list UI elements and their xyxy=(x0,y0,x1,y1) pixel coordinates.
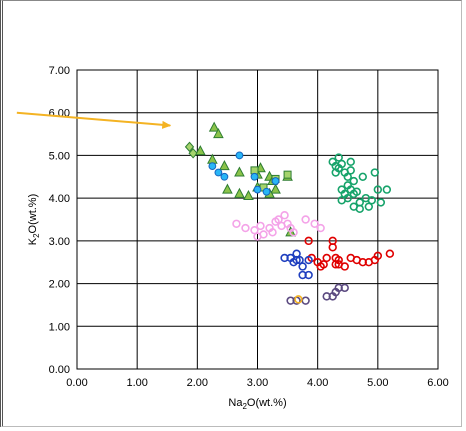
data-point-circle xyxy=(334,260,343,269)
x-tick-label: 4.00 xyxy=(307,377,328,389)
y-tick-label: 6.00 xyxy=(49,108,70,120)
data-point-circle xyxy=(301,215,310,224)
data-point-circle xyxy=(298,262,307,271)
plot-area xyxy=(76,69,439,370)
data-point-circle xyxy=(355,204,364,214)
x-tick-label: 0.00 xyxy=(66,377,87,389)
y-tick-label: 3.00 xyxy=(49,236,70,248)
data-point-circle xyxy=(268,228,277,237)
data-point-circle xyxy=(232,219,241,228)
data-point-circle xyxy=(289,228,298,237)
data-point-circle xyxy=(367,196,377,205)
data-point-circle xyxy=(259,230,268,239)
x-tick-label: 5.00 xyxy=(367,377,388,389)
data-point-circle xyxy=(274,215,283,224)
data-point-circle xyxy=(319,260,328,269)
data-point-circle xyxy=(250,225,259,235)
data-point-circle xyxy=(322,253,331,263)
data-point-triangle xyxy=(234,187,245,198)
data-point-circle xyxy=(382,185,392,194)
data-point-circle xyxy=(334,255,343,265)
data-points xyxy=(184,121,395,305)
series-4 xyxy=(232,211,325,241)
data-point-triangle xyxy=(234,166,245,177)
data-point-circle xyxy=(241,223,250,233)
data-point-circle xyxy=(316,223,325,233)
data-point-triangle xyxy=(213,128,224,139)
series-1 xyxy=(195,121,296,237)
data-point-circle xyxy=(370,168,380,177)
series-3 xyxy=(208,151,280,196)
data-point-circle xyxy=(364,202,374,211)
data-point-triangle xyxy=(207,153,218,164)
series-6 xyxy=(304,236,395,271)
annotation-arrow xyxy=(16,111,172,129)
data-point-circle xyxy=(208,162,217,171)
data-point-circle xyxy=(310,219,319,228)
data-point-circle xyxy=(337,159,346,169)
data-point-circle xyxy=(328,243,337,252)
data-point-square xyxy=(250,166,259,175)
data-point-triangle xyxy=(195,145,206,156)
data-point-circle xyxy=(373,251,383,261)
data-point-circle xyxy=(340,283,349,293)
data-point-circle xyxy=(349,176,358,186)
data-point-diamond xyxy=(188,148,198,159)
data-point-circle xyxy=(280,211,289,220)
series-9 xyxy=(294,295,303,304)
data-point-circle xyxy=(304,270,313,280)
x-tick-label: 1.00 xyxy=(126,377,147,389)
data-point-circle xyxy=(337,196,346,205)
y-axis-label: K2O(wt.%) xyxy=(27,194,41,246)
data-point-circle xyxy=(346,157,355,167)
data-point-circle xyxy=(220,172,229,181)
data-point-circle xyxy=(262,187,271,196)
series-5 xyxy=(328,153,392,214)
data-point-circle xyxy=(253,185,262,194)
data-point-circle xyxy=(292,249,301,258)
y-tick-label: 0.00 xyxy=(49,364,70,376)
data-point-circle xyxy=(235,151,244,160)
data-point-triangle xyxy=(219,160,230,171)
data-point-circle xyxy=(256,221,265,231)
data-point-triangle xyxy=(270,183,281,194)
series-0 xyxy=(184,141,198,159)
data-point-circle xyxy=(295,255,304,265)
grid xyxy=(76,69,439,370)
data-point-circle xyxy=(214,168,223,177)
x-axis-label: Na2O(wt.%) xyxy=(228,397,286,411)
y-tick-label: 5.00 xyxy=(49,150,70,162)
series-8 xyxy=(286,283,349,305)
data-point-triangle xyxy=(243,189,254,201)
data-point-square xyxy=(283,170,292,179)
data-point-circle xyxy=(250,172,259,181)
data-point-circle xyxy=(352,187,361,196)
x-tick-label: 2.00 xyxy=(187,377,208,389)
x-tick-label: 3.00 xyxy=(247,377,268,389)
data-point-circle xyxy=(304,255,313,265)
data-point-diamond xyxy=(184,141,195,153)
data-point-circle xyxy=(346,166,355,175)
data-point-circle xyxy=(376,198,386,207)
y-tick-label: 1.00 xyxy=(49,321,70,333)
x-tick-label: 6.00 xyxy=(427,377,448,389)
data-point-circle xyxy=(373,185,383,194)
data-point-triangle xyxy=(208,121,220,132)
data-point-triangle xyxy=(222,183,233,194)
data-point-circle xyxy=(304,236,313,246)
data-point-circle xyxy=(334,153,343,162)
data-point-circle xyxy=(301,296,310,305)
data-point-circle xyxy=(271,177,280,185)
y-tick-label: 2.00 xyxy=(49,279,70,291)
y-tick-label: 7.00 xyxy=(49,65,70,77)
data-point-circle xyxy=(294,295,303,304)
data-point-circle xyxy=(385,249,395,258)
y-tick-label: 4.00 xyxy=(49,193,70,205)
data-point-circle xyxy=(358,172,367,181)
data-point-circle xyxy=(343,172,352,181)
series-7 xyxy=(280,249,313,280)
